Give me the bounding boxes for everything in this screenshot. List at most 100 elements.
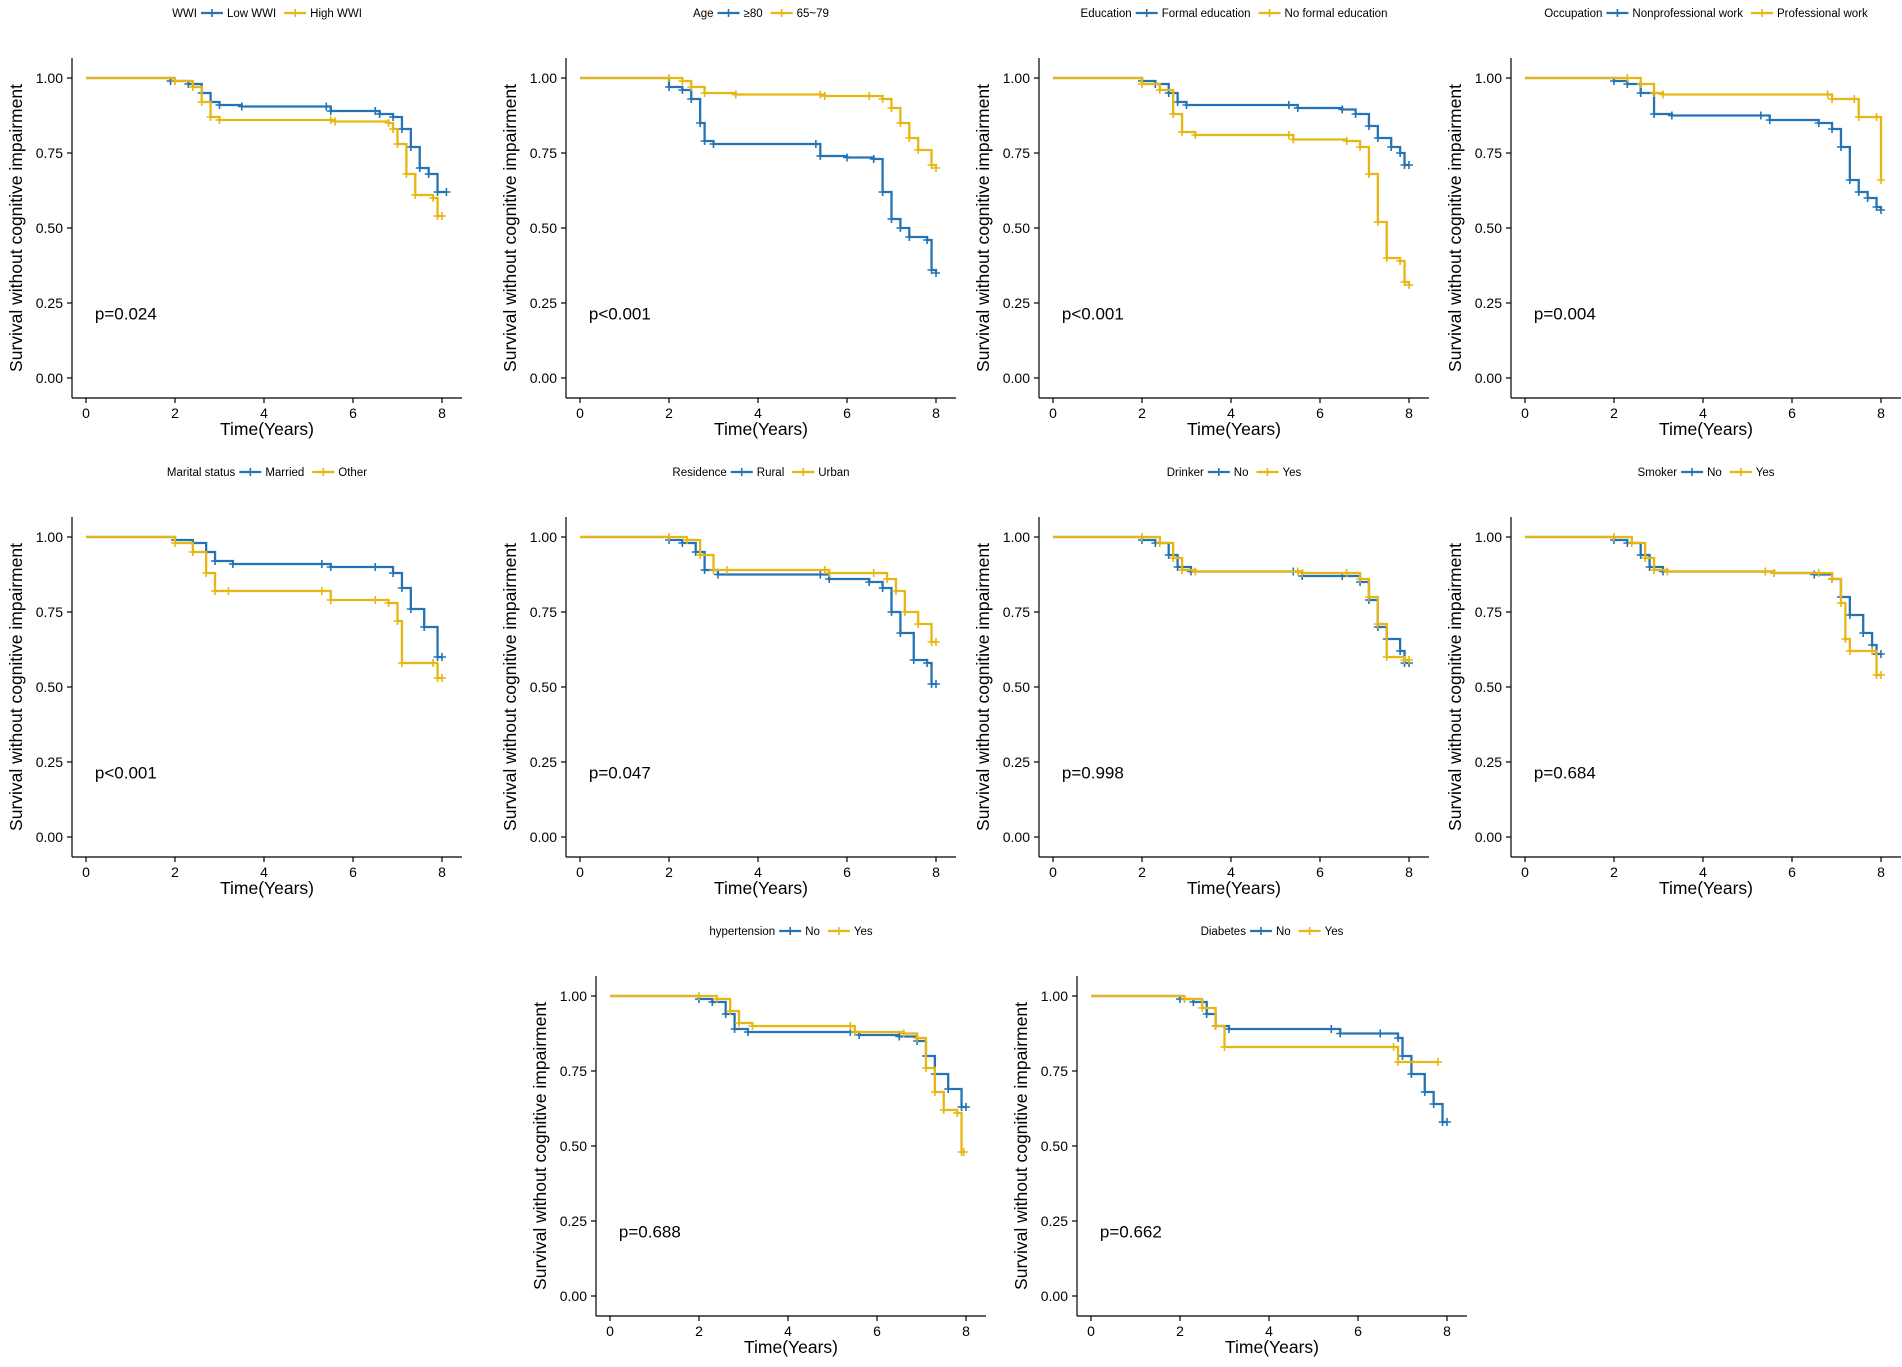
censor-mark [326, 563, 335, 571]
legend-label-1: Low WWI [227, 8, 276, 20]
p-value-label: p=0.688 [619, 1223, 681, 1242]
legend-label-2: Yes [1756, 467, 1775, 479]
censor-mark [1828, 575, 1837, 583]
survival-curve-2 [1053, 535, 1409, 662]
censor-mark [865, 578, 874, 586]
km-panel-8: 0.00 0.25 0.50 0.75 1.00 0 2 4 6 8 Time(Years) Surv… [1445, 467, 1901, 898]
censor-mark [384, 599, 393, 607]
legend-title: Drinker [1167, 467, 1204, 479]
censor-mark [1327, 1025, 1336, 1033]
y-tick-label: 0.25 [1475, 295, 1502, 311]
censor-mark [878, 584, 887, 592]
x-tick-label: 4 [784, 1323, 792, 1339]
x-axis-title: Time(Years) [714, 878, 808, 898]
legend-label-1: ≥80 [744, 8, 763, 20]
censor-mark [678, 77, 687, 85]
legend: Drinker No Yes [1167, 467, 1302, 479]
censor-mark [927, 161, 936, 169]
x-tick-label: 4 [754, 864, 762, 880]
censor-mark [1178, 566, 1187, 574]
legend-key-2 [312, 468, 335, 476]
y-tick-label: 1.00 [1475, 70, 1502, 86]
censor-mark [713, 570, 722, 579]
censor-mark [678, 539, 687, 547]
legend-key-1 [1681, 468, 1704, 476]
x-tick-label: 6 [1316, 864, 1324, 880]
censor-mark [1394, 1034, 1403, 1042]
x-tick-label: 8 [438, 864, 446, 880]
censor-mark [1173, 98, 1182, 106]
censor-mark [887, 104, 896, 112]
censor-mark [326, 107, 335, 115]
censor-mark [959, 1148, 968, 1156]
censor-mark [1863, 194, 1872, 202]
y-axis-title: Survival without cognitive impairment [6, 84, 26, 372]
censor-mark [1178, 128, 1187, 136]
censor-mark [1182, 101, 1191, 109]
censor-mark [1823, 90, 1832, 99]
censor-mark [1836, 143, 1845, 151]
x-tick-label: 2 [665, 405, 673, 421]
censor-mark [891, 587, 900, 595]
censor-mark [215, 116, 224, 124]
survival-curve-1 [86, 535, 442, 659]
censor-mark [1284, 101, 1293, 109]
censor-mark [811, 140, 820, 148]
legend-title: Marital status [167, 467, 236, 479]
p-value-label: p=0.004 [1534, 305, 1596, 324]
censor-mark [695, 992, 703, 1000]
censor-mark [429, 659, 438, 667]
x-tick-label: 6 [1788, 405, 1796, 421]
censor-mark [895, 1032, 904, 1041]
y-tick-label: 1.00 [36, 70, 63, 86]
x-tick-label: 8 [1443, 1323, 1451, 1339]
censor-mark [712, 995, 721, 1003]
censor-mark [932, 164, 940, 172]
legend-title: Occupation [1544, 8, 1602, 20]
x-tick-label: 6 [349, 864, 357, 880]
censor-mark [932, 269, 940, 277]
censor-mark [371, 596, 380, 604]
censor-mark [1155, 86, 1164, 94]
x-tick-label: 0 [576, 864, 584, 880]
y-tick-label: 1.00 [530, 70, 557, 86]
censor-mark [709, 140, 718, 148]
x-tick-label: 0 [82, 864, 90, 880]
censor-mark [1765, 116, 1774, 124]
x-axis-title: Time(Years) [220, 878, 314, 898]
censor-mark [1155, 539, 1164, 547]
censor-mark [1400, 278, 1409, 286]
censor-mark [816, 90, 825, 99]
x-tick-label: 0 [1049, 864, 1057, 880]
censor-mark [393, 617, 402, 625]
censor-mark [438, 653, 446, 661]
censor-mark [1872, 203, 1881, 211]
legend-key-2 [770, 9, 793, 17]
censor-mark [1814, 119, 1823, 127]
legend-key-2 [1729, 468, 1752, 476]
censor-mark [1342, 569, 1351, 577]
censor-mark [371, 563, 380, 571]
legend-label-1: Nonprofessional work [1632, 8, 1743, 20]
censor-mark [1396, 149, 1405, 157]
y-tick-label: 1.00 [36, 529, 63, 545]
censor-mark [1180, 995, 1189, 1003]
y-tick-label: 0.25 [1475, 754, 1502, 770]
y-tick-label: 1.00 [1041, 988, 1068, 1004]
legend-label-2: Professional work [1777, 8, 1868, 20]
x-tick-label: 8 [962, 1323, 970, 1339]
censor-mark [896, 224, 905, 232]
censor-mark [1356, 575, 1365, 583]
censor-mark [420, 623, 429, 631]
y-tick-label: 0.25 [530, 295, 557, 311]
censor-mark [371, 107, 380, 115]
censor-mark [331, 117, 340, 126]
x-tick-label: 4 [754, 405, 762, 421]
censor-mark [1373, 218, 1382, 226]
censor-mark [326, 116, 335, 124]
censor-mark [1636, 551, 1645, 559]
censor-mark [1376, 1029, 1385, 1038]
x-tick-label: 2 [1138, 864, 1146, 880]
km-panel-7: 0.00 0.25 0.50 0.75 1.00 0 2 4 6 8 Time(Years) Surv… [973, 467, 1429, 898]
censor-mark [438, 212, 446, 220]
